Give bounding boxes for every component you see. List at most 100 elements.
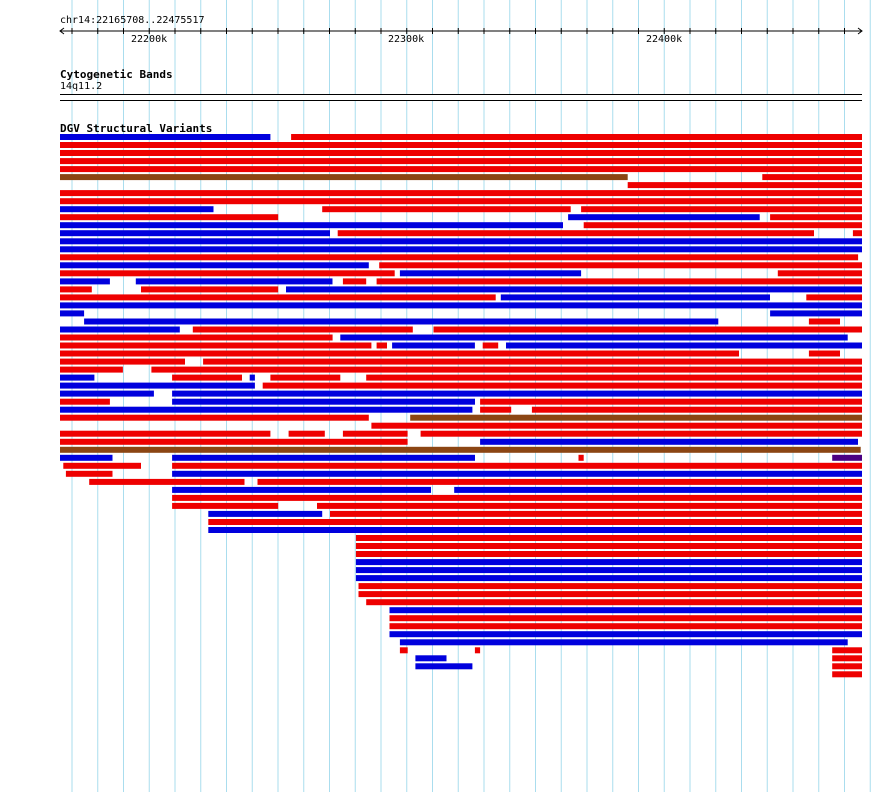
dgv-variant-feature[interactable] bbox=[60, 190, 862, 197]
dgv-variant-feature[interactable] bbox=[317, 502, 862, 509]
dgv-variant-feature[interactable] bbox=[60, 382, 255, 389]
dgv-variant-feature[interactable] bbox=[355, 543, 862, 549]
dgv-variant-feature[interactable] bbox=[60, 374, 95, 381]
dgv-variant-feature[interactable] bbox=[474, 647, 481, 654]
dgv-variant-feature[interactable] bbox=[60, 430, 271, 437]
dgv-variant-feature[interactable] bbox=[410, 414, 862, 421]
dgv-variant-feature[interactable] bbox=[60, 278, 110, 285]
dgv-variant-feature[interactable] bbox=[249, 374, 255, 381]
dgv-variant-feature[interactable] bbox=[63, 462, 141, 469]
cytoband-bar[interactable] bbox=[60, 94, 862, 101]
dgv-variant-feature[interactable] bbox=[389, 615, 863, 622]
dgv-variant-feature[interactable] bbox=[358, 591, 863, 598]
dgv-variant-feature[interactable] bbox=[141, 286, 279, 293]
dgv-variant-feature[interactable] bbox=[60, 414, 369, 421]
dgv-variant-feature[interactable] bbox=[60, 406, 473, 413]
dgv-variant-feature[interactable] bbox=[89, 478, 245, 485]
dgv-variant-feature[interactable] bbox=[806, 294, 862, 301]
dgv-variant-feature[interactable] bbox=[762, 174, 862, 181]
dgv-variant-feature[interactable] bbox=[531, 406, 862, 413]
dgv-variant-feature[interactable] bbox=[257, 478, 863, 485]
dgv-variant-feature[interactable] bbox=[60, 246, 862, 253]
dgv-variant-feature[interactable] bbox=[358, 583, 863, 590]
dgv-variant-feature[interactable] bbox=[433, 326, 863, 333]
dgv-variant-feature[interactable] bbox=[208, 510, 323, 517]
dgv-variant-feature[interactable] bbox=[578, 454, 584, 461]
dgv-track-title[interactable]: DGV Structural Variants bbox=[60, 122, 213, 135]
dgv-variant-feature[interactable] bbox=[366, 374, 862, 381]
dgv-variant-feature[interactable] bbox=[371, 422, 862, 429]
dgv-variant-feature[interactable] bbox=[568, 214, 760, 221]
dgv-variant-feature[interactable] bbox=[172, 494, 863, 501]
dgv-variant-feature[interactable] bbox=[208, 527, 863, 533]
dgv-variant-feature[interactable] bbox=[355, 535, 862, 541]
dgv-variant-feature[interactable] bbox=[420, 430, 862, 437]
dgv-variant-feature[interactable] bbox=[172, 502, 279, 509]
dgv-variant-feature[interactable] bbox=[342, 278, 367, 285]
dgv-variant-feature[interactable] bbox=[60, 310, 85, 317]
dgv-variant-feature[interactable] bbox=[376, 278, 862, 285]
dgv-variant-feature[interactable] bbox=[65, 470, 113, 477]
dgv-variant-feature[interactable] bbox=[399, 639, 848, 646]
dgv-variant-feature[interactable] bbox=[60, 206, 214, 213]
dgv-variant-feature[interactable] bbox=[832, 655, 862, 662]
dgv-variant-feature[interactable] bbox=[60, 286, 92, 293]
dgv-variant-feature[interactable] bbox=[340, 334, 848, 341]
dgv-variant-feature[interactable] bbox=[482, 342, 499, 349]
dgv-variant-feature[interactable] bbox=[288, 430, 325, 437]
dgv-variant-feature[interactable] bbox=[330, 510, 862, 517]
dgv-variant-feature[interactable] bbox=[60, 302, 862, 309]
dgv-variant-feature[interactable] bbox=[500, 294, 770, 301]
dgv-variant-feature[interactable] bbox=[355, 567, 862, 574]
dgv-variant-feature[interactable] bbox=[832, 671, 862, 678]
dgv-variant-feature[interactable] bbox=[583, 222, 862, 229]
dgv-variant-feature[interactable] bbox=[60, 166, 862, 173]
dgv-variant-feature[interactable] bbox=[60, 446, 861, 453]
dgv-variant-feature[interactable] bbox=[60, 342, 372, 349]
dgv-variant-feature[interactable] bbox=[376, 342, 387, 349]
dgv-variant-feature[interactable] bbox=[389, 631, 863, 638]
dgv-variant-feature[interactable] bbox=[392, 342, 475, 349]
dgv-variant-feature[interactable] bbox=[366, 599, 862, 606]
dgv-variant-feature[interactable] bbox=[172, 486, 431, 493]
dgv-variant-feature[interactable] bbox=[286, 286, 862, 293]
dgv-variant-feature[interactable] bbox=[60, 454, 113, 461]
dgv-variant-feature[interactable] bbox=[60, 214, 279, 221]
dgv-variant-feature[interactable] bbox=[852, 230, 862, 237]
dgv-variant-feature[interactable] bbox=[389, 607, 863, 614]
dgv-variant-feature[interactable] bbox=[151, 366, 862, 373]
dgv-variant-feature[interactable] bbox=[172, 398, 475, 405]
dgv-variant-feature[interactable] bbox=[627, 182, 862, 189]
dgv-variant-feature[interactable] bbox=[832, 663, 862, 670]
dgv-variant-feature[interactable] bbox=[60, 326, 180, 333]
dgv-variant-feature[interactable] bbox=[342, 430, 408, 437]
dgv-variant-feature[interactable] bbox=[389, 623, 863, 630]
dgv-variant-feature[interactable] bbox=[270, 374, 341, 381]
dgv-variant-feature[interactable] bbox=[135, 278, 333, 285]
dgv-variant-feature[interactable] bbox=[770, 310, 862, 317]
dgv-variant-feature[interactable] bbox=[480, 398, 862, 405]
dgv-variant-feature[interactable] bbox=[60, 270, 395, 277]
dgv-variant-feature[interactable] bbox=[415, 663, 473, 670]
dgv-variant-feature[interactable] bbox=[172, 374, 242, 381]
dgv-variant-feature[interactable] bbox=[84, 318, 719, 325]
dgv-variant-feature[interactable] bbox=[60, 358, 185, 365]
dgv-variant-feature[interactable] bbox=[60, 438, 408, 445]
dgv-variant-feature[interactable] bbox=[60, 142, 862, 148]
dgv-variant-feature[interactable] bbox=[60, 350, 739, 357]
dgv-variant-feature[interactable] bbox=[60, 390, 154, 397]
position-ruler[interactable] bbox=[0, 0, 890, 60]
dgv-variant-feature[interactable] bbox=[60, 254, 859, 261]
dgv-variant-feature[interactable] bbox=[480, 406, 512, 413]
cytoband-track-title[interactable]: Cytogenetic Bands bbox=[60, 68, 173, 81]
dgv-variant-feature[interactable] bbox=[770, 214, 862, 221]
dgv-variant-feature[interactable] bbox=[399, 270, 582, 277]
dgv-variant-feature[interactable] bbox=[581, 206, 862, 213]
dgv-variant-feature[interactable] bbox=[415, 655, 447, 662]
dgv-variant-feature[interactable] bbox=[355, 559, 862, 566]
dgv-variant-feature[interactable] bbox=[60, 198, 862, 205]
dgv-variant-feature[interactable] bbox=[480, 438, 858, 445]
dgv-variant-feature[interactable] bbox=[172, 454, 475, 461]
dgv-variant-feature[interactable] bbox=[262, 382, 862, 389]
dgv-variant-feature[interactable] bbox=[379, 262, 862, 269]
